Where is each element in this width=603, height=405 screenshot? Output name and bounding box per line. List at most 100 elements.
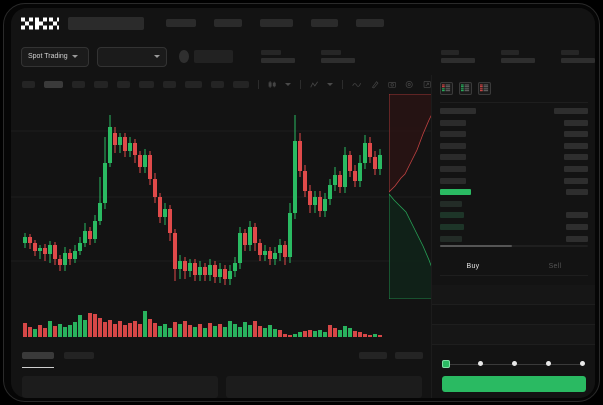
order-book-price <box>440 119 466 126</box>
slider-stop-75[interactable] <box>546 361 551 366</box>
order-book-amount <box>564 119 588 126</box>
tab-sell[interactable]: Sell <box>548 262 562 270</box>
tab-buy[interactable]: Buy <box>466 262 480 270</box>
order-book-row[interactable] <box>432 198 595 210</box>
price-chart[interactable] <box>11 93 431 343</box>
orders-tab-1[interactable] <box>64 352 94 359</box>
nav-item-2[interactable] <box>260 19 293 27</box>
order-book-scrollbar[interactable] <box>440 245 588 247</box>
stat-value <box>441 58 475 63</box>
trading-mode-selector[interactable]: Spot Trading <box>21 46 89 67</box>
order-book-price <box>440 108 476 114</box>
order-field-1[interactable] <box>432 305 595 325</box>
stat-label <box>441 50 459 55</box>
order-book-row[interactable] <box>432 128 595 140</box>
slider-handle[interactable] <box>442 360 450 368</box>
fullscreen-icon[interactable] <box>423 80 431 89</box>
order-book-price <box>440 177 466 184</box>
chevron-down-icon[interactable] <box>327 82 334 86</box>
orders-actions <box>359 352 423 359</box>
order-book-display-modes <box>432 75 595 95</box>
candlestick-series <box>23 115 382 285</box>
stat-1 <box>321 50 355 63</box>
order-book-row[interactable] <box>432 209 595 221</box>
trading-pair-selector[interactable] <box>97 46 167 67</box>
order-book-row[interactable] <box>432 151 595 163</box>
scrollbar-thumb[interactable] <box>440 245 512 247</box>
settings-icon[interactable] <box>405 80 413 89</box>
slider-stop-50[interactable] <box>512 361 517 366</box>
timeframe-3[interactable] <box>93 80 109 88</box>
order-book-amount <box>566 189 588 196</box>
slider-stop-100[interactable] <box>580 361 585 366</box>
order-book-price <box>440 142 466 149</box>
line-tool-icon[interactable] <box>352 80 362 89</box>
order-book-row[interactable] <box>432 105 595 117</box>
indicator-icon[interactable] <box>310 80 319 89</box>
order-book-row[interactable] <box>432 163 595 175</box>
stat-value <box>561 58 595 63</box>
order-book-amount <box>564 131 588 138</box>
timeframe-5[interactable] <box>139 80 155 88</box>
nav-item-4[interactable] <box>356 19 384 27</box>
brush-tool-icon[interactable] <box>371 80 379 89</box>
stat-3 <box>501 50 535 63</box>
orderbook-bids-icon[interactable] <box>459 82 472 95</box>
order-field-2[interactable] <box>432 325 595 345</box>
orders-action-1[interactable] <box>395 352 423 359</box>
okx-logo-icon[interactable] <box>21 17 59 30</box>
order-book-price <box>440 165 466 172</box>
chevron-down-icon[interactable] <box>285 82 292 86</box>
timeframe-0[interactable] <box>22 80 35 88</box>
orders-box-0[interactable] <box>22 376 218 398</box>
timeframe-6[interactable] <box>163 80 177 88</box>
stat-value <box>501 58 535 63</box>
amount-slider[interactable] <box>442 360 586 370</box>
nav-item-1[interactable] <box>214 19 242 27</box>
orders-box-1[interactable] <box>226 376 422 398</box>
order-book-row[interactable] <box>432 221 595 233</box>
order-book-amount <box>566 212 588 219</box>
orders-panel <box>11 343 431 398</box>
market-info-bar: Spot Trading <box>11 38 595 75</box>
chevron-down-icon <box>71 55 78 58</box>
camera-icon[interactable] <box>388 80 396 89</box>
stat-0 <box>261 50 295 63</box>
timeframe-8[interactable] <box>211 80 225 88</box>
timeframe-2[interactable] <box>71 80 85 88</box>
order-book-price <box>440 235 462 242</box>
order-book-row[interactable] <box>432 233 595 245</box>
last-price-value <box>194 50 233 63</box>
orders-action-0[interactable] <box>359 352 387 359</box>
orderbook-both-icon[interactable] <box>440 82 453 95</box>
toolbar-divider <box>342 79 344 89</box>
orders-tabs <box>11 343 431 359</box>
order-book-row[interactable] <box>432 175 595 187</box>
candlestick-type-icon[interactable] <box>268 80 276 89</box>
order-book-price <box>440 154 466 161</box>
trade-form: Buy Sell <box>432 257 595 398</box>
orderbook-asks-icon[interactable] <box>478 82 491 95</box>
submit-buy-button[interactable] <box>442 376 586 392</box>
order-book-row[interactable] <box>432 186 595 198</box>
order-book-row[interactable] <box>432 140 595 152</box>
timeframe-1[interactable] <box>44 80 63 88</box>
timeframe-9[interactable] <box>233 80 249 88</box>
order-book-row[interactable] <box>432 117 595 129</box>
order-field-0[interactable] <box>432 285 595 305</box>
stat-label <box>561 50 579 55</box>
nav-item-3[interactable] <box>311 19 338 27</box>
timeframe-4[interactable] <box>117 80 131 88</box>
nav-items <box>166 19 384 27</box>
orders-tab-0[interactable] <box>22 352 54 359</box>
order-book-panel: Buy Sell <box>431 75 595 398</box>
app-screen: Spot Trading <box>11 8 595 398</box>
slider-stop-25[interactable] <box>478 361 483 366</box>
top-navigation-bar <box>11 8 595 38</box>
stat-label <box>501 50 519 55</box>
timeframe-7[interactable] <box>185 80 203 88</box>
nav-item-0[interactable] <box>166 19 196 27</box>
search-input[interactable] <box>68 16 144 30</box>
market-stats <box>261 50 595 63</box>
